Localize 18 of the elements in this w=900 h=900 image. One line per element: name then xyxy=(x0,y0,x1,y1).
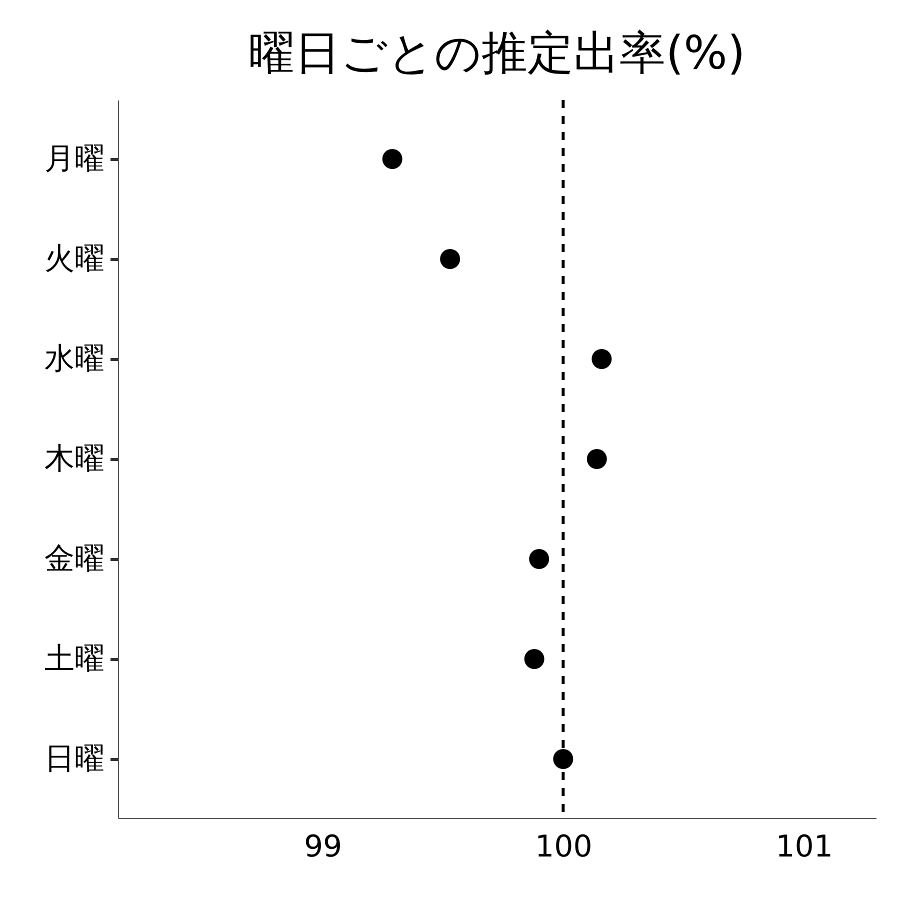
point xyxy=(440,249,460,269)
y-tick-label: 日曜 xyxy=(44,742,104,776)
x-tick-label: 100 xyxy=(535,830,592,864)
x-tick-label: 99 xyxy=(304,830,342,864)
point xyxy=(529,549,550,569)
chart-title: 曜日ごとの推定出率(%) xyxy=(248,26,746,80)
point xyxy=(382,149,402,169)
y-tick-label: 火曜 xyxy=(44,242,104,276)
point xyxy=(586,449,607,469)
y-tick-label: 金曜 xyxy=(44,542,104,576)
y-tick-label: 土曜 xyxy=(44,642,104,676)
y-tick-label: 木曜 xyxy=(44,442,104,476)
y-tick-label: 水曜 xyxy=(44,342,104,376)
x-tick-label: 101 xyxy=(776,830,833,864)
point xyxy=(592,349,612,369)
y-tick-label: 月曜 xyxy=(44,142,104,176)
point xyxy=(553,749,574,769)
point xyxy=(524,649,544,669)
